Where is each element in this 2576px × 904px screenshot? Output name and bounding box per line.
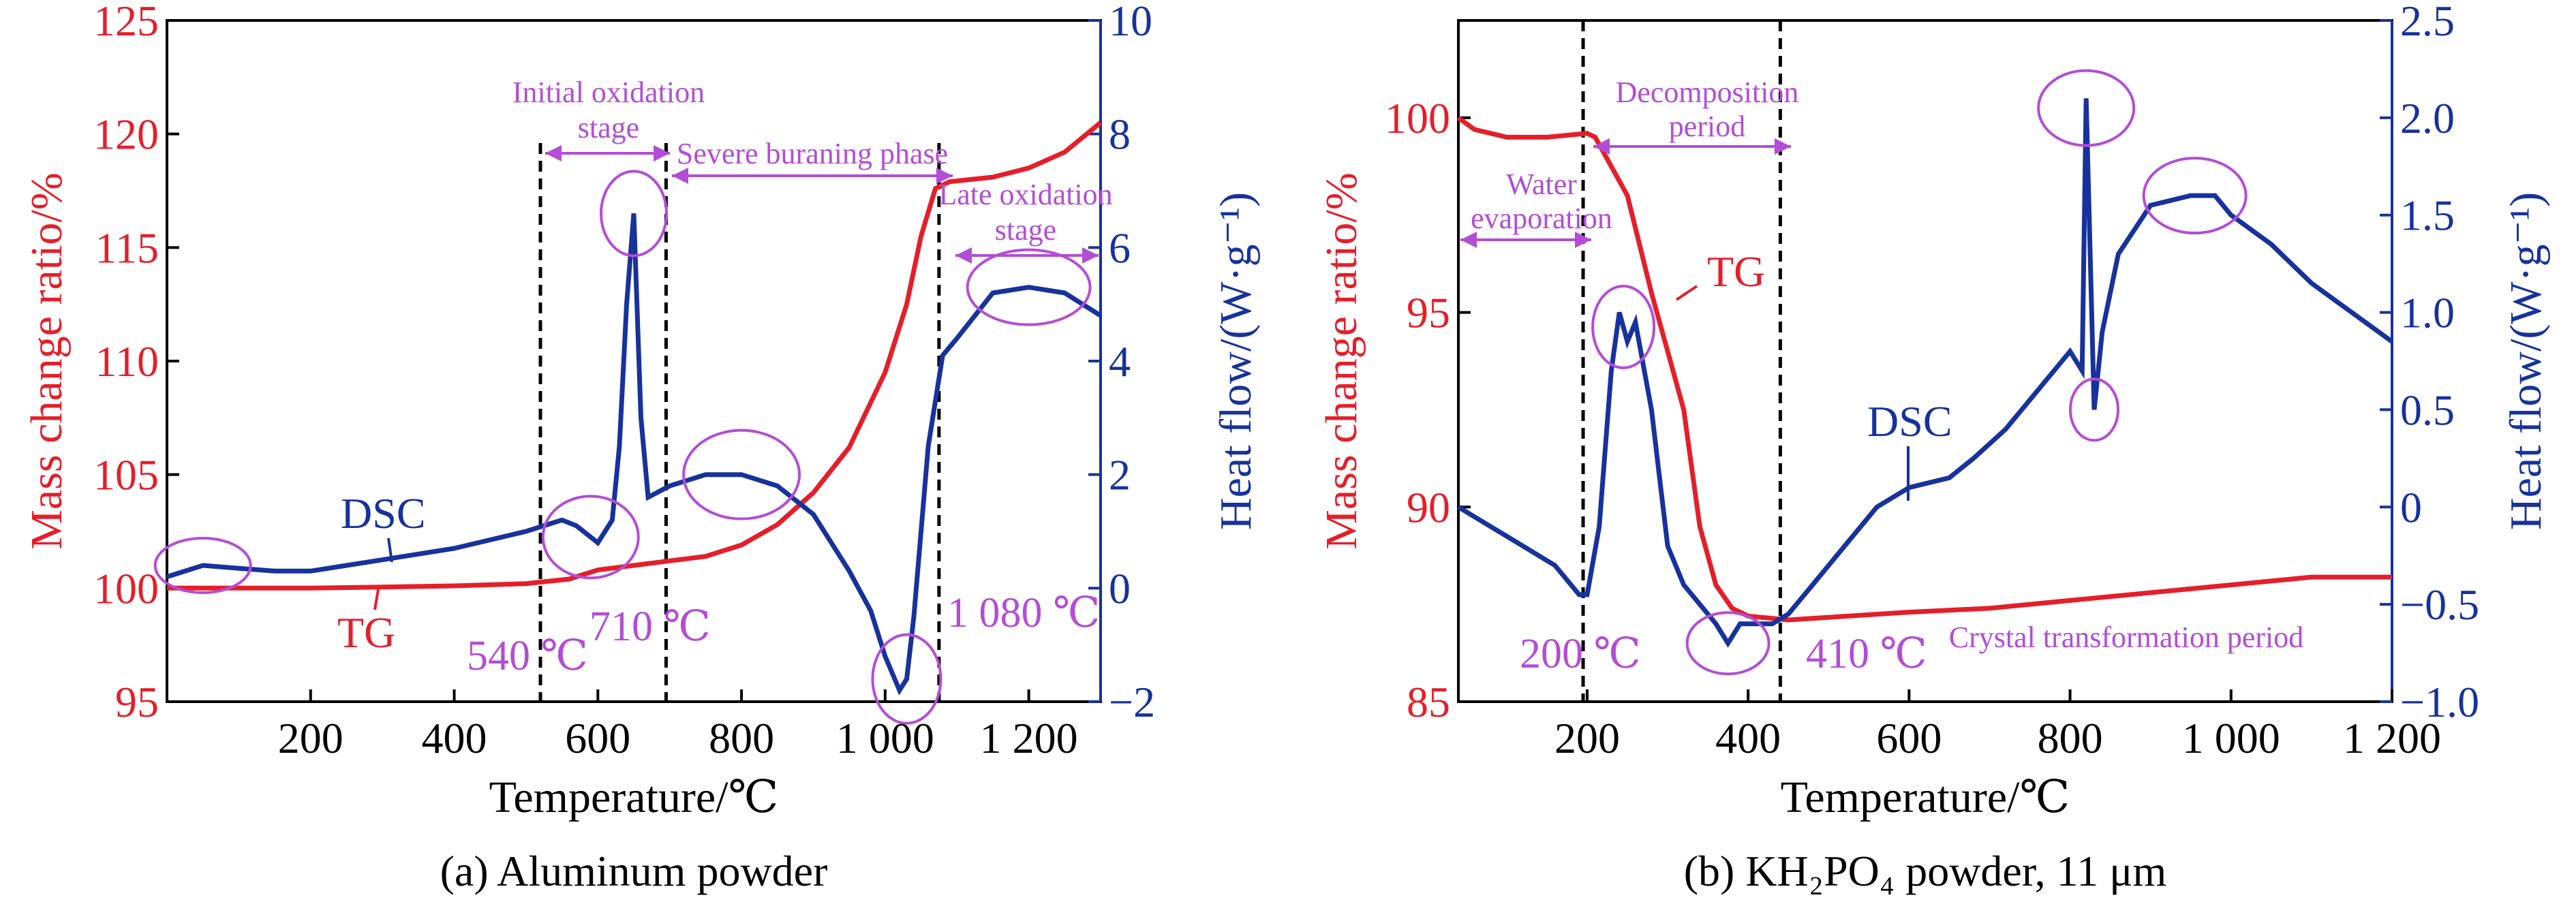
y-tick-label-left: 110 (95, 337, 159, 386)
y-tick-label-left: 95 (1407, 289, 1450, 337)
x-tick-label: 600 (565, 714, 630, 762)
y-tick-label-left: 85 (1407, 678, 1450, 726)
highlight-circle (2142, 157, 2248, 235)
y-tick-label-left: 125 (93, 0, 159, 45)
panel-a-tg-label: TG (337, 608, 395, 657)
panel-b-tg-label: TG (1707, 247, 1765, 296)
highlight-circle (2069, 377, 2120, 442)
y-tick-label-left: 100 (93, 564, 159, 612)
y-tick-label-right: 0 (2400, 483, 2422, 531)
panel-a-x-axis-title: Temperature/℃ (489, 773, 779, 822)
highlight-circle (682, 428, 801, 520)
panel-b-tg-curve (1456, 116, 2392, 623)
water-label-2: evaporation (1471, 202, 1612, 235)
panel-a-highlight-circles (153, 170, 1092, 725)
panel-a-left-axis-title: Mass change ratio/% (22, 172, 72, 550)
temp-710-label: 710 ℃ (589, 604, 711, 650)
severe-burning-label: Severe buraning phase (677, 137, 948, 170)
y-tick-label-right: −2 (1109, 678, 1155, 726)
temp-540-label: 540 ℃ (467, 633, 588, 679)
y-tick-label-left: 90 (1407, 483, 1450, 531)
y-tick-label-right: 1.0 (2400, 289, 2455, 337)
y-tick-label-right: 10 (1109, 0, 1152, 45)
y-tick-label-left: 100 (1385, 94, 1450, 142)
panel-a-dsc-curve (166, 213, 1102, 696)
temp-410-label: 410 ℃ (1806, 631, 1927, 677)
decomposition-label-2: period (1669, 110, 1745, 143)
late-oxidation-label-1: Late oxidation (938, 178, 1112, 211)
panel-b-chart: 200 400 600 800 1 000 1 200 85 90 95 100 −1.0 −0.… (1317, 0, 2551, 895)
panel-a-chart: 200 400 600 800 1 000 1 200 95100105110115120… (22, 0, 1261, 895)
y-tick-label-right: −1.0 (2400, 678, 2479, 726)
highlight-circle (1685, 611, 1770, 676)
y-tick-label-right: −0.5 (2400, 580, 2479, 629)
x-tick-label: 400 (422, 714, 487, 762)
panel-b-y-ticks-left: 85 90 95 100 (1385, 94, 1471, 726)
x-tick-label: 1 200 (980, 714, 1078, 762)
y-tick-label-left: 105 (93, 451, 159, 499)
late-oxidation-label-2: stage (995, 213, 1056, 247)
panel-a-y-ticks-right: −2 0 2 4 6 8 10 (1088, 0, 1155, 726)
temp-200-label: 200 ℃ (1520, 631, 1641, 677)
x-tick-label: 800 (709, 714, 774, 762)
x-tick-label: 1 000 (2182, 714, 2280, 762)
y-tick-label-right: 0 (1109, 564, 1131, 612)
initial-oxidation-label-2: stage (578, 111, 639, 144)
water-label-1: Water (1506, 168, 1577, 201)
y-tick-label-right: 2.5 (2400, 0, 2455, 45)
panel-a-dsc-pointer (387, 537, 393, 563)
y-tick-label-left: 115 (95, 223, 159, 272)
crystal-label: Crystal transformation period (1949, 621, 2304, 654)
panel-b-highlight-circles (1591, 69, 2248, 676)
highlight-circle (871, 633, 942, 725)
panel-b-right-axis-title: Heat flow/(W·g⁻¹) (2501, 192, 2551, 530)
panel-a-x-ticks: 200 400 600 800 1 000 1 200 (278, 689, 1078, 762)
panel-b-caption: (b) KH₂PO₄ powder, 11 μm (1684, 847, 2167, 895)
panel-b-x-ticks: 200 400 600 800 1 000 1 200 (1554, 689, 2441, 762)
x-tick-label: 400 (1715, 714, 1781, 762)
panel-a-y-ticks-left: 95 100 105 110 115 120 125 (93, 0, 179, 726)
panel-a-tg-pointer (373, 589, 380, 610)
x-tick-label: 800 (2038, 714, 2103, 762)
x-tick-label: 1 200 (2343, 714, 2441, 762)
initial-oxidation-label-1: Initial oxidation (512, 76, 705, 109)
x-tick-label: 600 (1876, 714, 1942, 762)
highlight-circle (2037, 69, 2136, 147)
panel-a-dsc-label: DSC (341, 489, 426, 537)
x-tick-label: 200 (1554, 714, 1620, 762)
y-tick-label-right: 6 (1109, 223, 1131, 272)
highlight-circle (153, 537, 252, 594)
y-tick-label-right: 4 (1109, 337, 1131, 386)
panel-b-frame (1457, 19, 2393, 703)
panel-a-stage-lines (538, 143, 941, 702)
temp-1080-label: 1 080 ℃ (947, 590, 1100, 636)
panel-a-right-axis-title: Heat flow/(W·g⁻¹) (1211, 192, 1261, 530)
panel-b-x-axis-title: Temperature/℃ (1781, 773, 2070, 822)
y-tick-label-right: 2 (1109, 451, 1131, 499)
y-tick-label-right: 8 (1109, 110, 1131, 159)
panel-b-dsc-curve (1457, 98, 2394, 648)
y-tick-label-right: 1.5 (2400, 191, 2455, 240)
highlight-circle (600, 170, 668, 258)
y-tick-label-right: 2.0 (2400, 94, 2455, 142)
panel-a-tg-curve (167, 121, 1103, 591)
panel-b-left-axis-title: Mass change ratio/% (1317, 172, 1366, 550)
x-tick-label: 200 (278, 714, 343, 762)
panel-a-caption: (a) Aluminum powder (440, 847, 828, 895)
highlight-circle (1591, 285, 1656, 369)
y-tick-label-right: 0.5 (2400, 386, 2455, 434)
panel-b-tg-pointer (1675, 285, 1698, 301)
panel-b-dsc-label: DSC (1867, 397, 1952, 446)
y-tick-label-left: 120 (93, 110, 159, 159)
panel-b-y-ticks-right: −1.0 −0.5 0 0.5 1.0 1.5 2.0 2.5 (2380, 0, 2479, 726)
y-tick-label-left: 95 (115, 678, 159, 726)
decomposition-label-1: Decomposition (1616, 76, 1799, 109)
highlight-circle (541, 495, 640, 580)
